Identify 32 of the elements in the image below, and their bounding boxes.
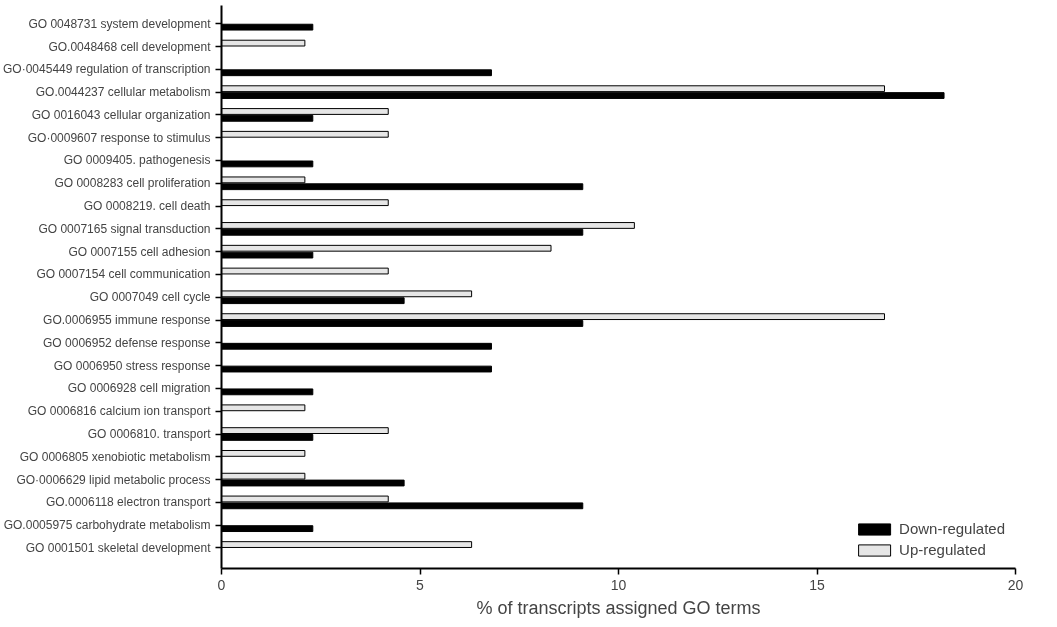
y-tick-label: GO 0007165 signal transduction [38, 221, 211, 236]
y-tick-label: GO 0006928 cell migration [67, 381, 211, 396]
y-tick-label: GO.0048468 cell development [48, 39, 212, 54]
x-tick-label: 0 [217, 576, 226, 593]
y-tick-label: GO 0006810. transport [87, 427, 212, 442]
y-tick-label: GO 0008219. cell death [83, 199, 211, 214]
y-tick-label: GO 0009405. pathogenesis [63, 153, 211, 168]
y-tick-label: GO.0044237 cellular metabolism [35, 85, 211, 100]
x-tick-label: 15 [809, 576, 825, 593]
x-tick-label: 5 [416, 576, 425, 593]
y-tick-label: GO 0006952 defense response [43, 335, 211, 350]
y-tick-label: GO·0006629 lipid metabolic process [16, 472, 211, 487]
y-tick-label: GO 0006805 xenobiotic metabolism [19, 449, 211, 464]
legend-label: Down-regulated [899, 520, 1005, 537]
y-tick-label: GO 0006950 stress response [53, 358, 211, 373]
y-tick-label: GO 0007049 cell cycle [89, 290, 211, 305]
y-tick-label: GO.0006118 electron transport [45, 495, 212, 510]
y-tick-label: GO 0048731 system development [28, 16, 212, 31]
y-tick-label: GO 0016043 cellular organization [31, 107, 211, 122]
y-tick-label: GO 0008283 cell proliferation [54, 176, 211, 191]
y-tick-label: GO 0006816 calcium ion transport [27, 404, 212, 419]
y-tick-label: GO 0007154 cell communication [36, 267, 211, 282]
y-tick-label: GO 0001501 skeletal development [25, 540, 212, 555]
x-tick-label: 10 [610, 576, 627, 593]
y-tick-label: GO·0045449 regulation of transcription [3, 62, 211, 77]
y-tick-label: GO 0007155 cell adhesion [68, 244, 211, 259]
y-tick-label: GO.0005975 carbohydrate metabolism [3, 518, 211, 533]
x-axis-title: % of transcripts assigned GO terms [476, 597, 761, 618]
legend-label: Up-regulated [899, 541, 986, 558]
y-tick-label: GO.0006955 immune response [43, 313, 211, 328]
y-tick-label: GO·0009607 response to stimulus [27, 130, 211, 145]
x-tick-label: 20 [1007, 576, 1024, 593]
